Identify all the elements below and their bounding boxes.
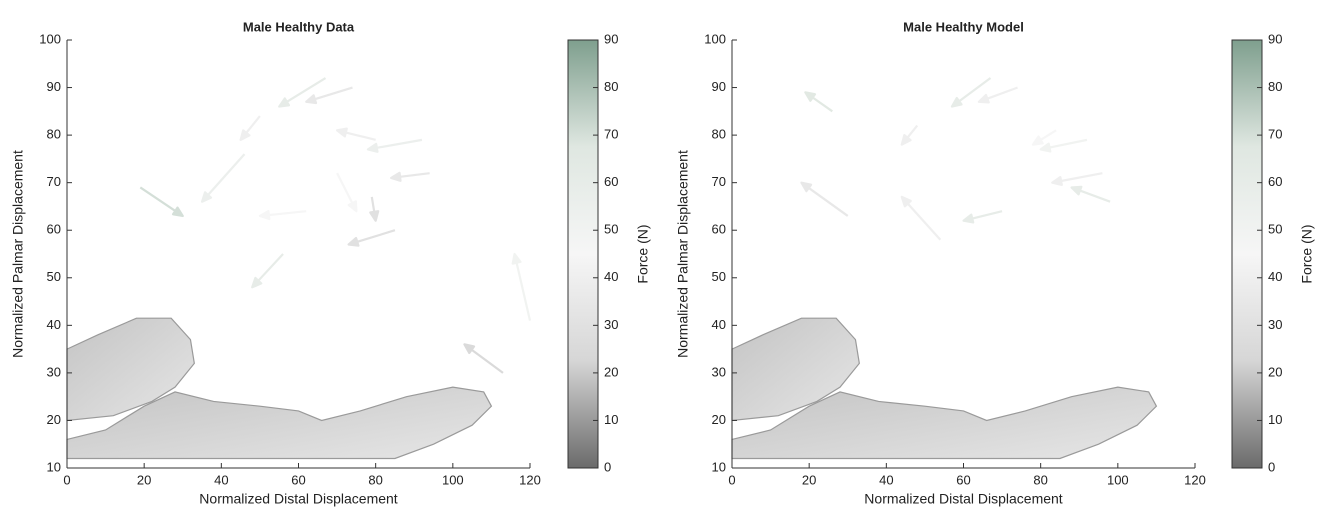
force-arrow	[140, 187, 182, 216]
x-tick-label: 20	[137, 472, 151, 487]
force-arrow	[1052, 173, 1102, 185]
x-tick-label: 60	[956, 472, 970, 487]
y-axis-label: Normalized Palmar Displacement	[10, 150, 26, 358]
force-arrow	[337, 173, 356, 211]
force-arrow	[202, 154, 244, 202]
y-tick-label: 90	[47, 79, 61, 94]
colorbar-tick-label: 80	[604, 79, 618, 94]
y-tick-label: 30	[47, 364, 61, 379]
colorbar-tick-label: 20	[604, 364, 618, 379]
force-arrow	[368, 140, 422, 152]
x-tick-label: 120	[519, 472, 541, 487]
colorbar-tick-label: 10	[604, 412, 618, 427]
force-arrow	[513, 254, 530, 321]
colorbar-tick-label: 40	[604, 269, 618, 284]
y-tick-label: 90	[712, 79, 726, 94]
y-tick-label: 100	[704, 31, 726, 46]
colorbar-tick-label: 70	[604, 127, 618, 142]
colorbar-label: Force (N)	[635, 224, 651, 283]
y-tick-label: 10	[712, 459, 726, 474]
colorbar-tick-label: 50	[604, 222, 618, 237]
x-tick-label: 100	[1107, 472, 1129, 487]
chart-title: Male Healthy Data	[243, 19, 355, 34]
figure: 020406080100120102030405060708090100Male…	[0, 0, 1330, 525]
colorbar-tick-label: 30	[604, 317, 618, 332]
force-arrow	[964, 211, 1003, 222]
y-axis-label: Normalized Palmar Displacement	[675, 150, 691, 358]
y-tick-label: 50	[47, 269, 61, 284]
chart-title: Male Healthy Model	[903, 19, 1024, 34]
force-arrow	[306, 88, 352, 103]
colorbar	[568, 40, 598, 468]
force-arrow	[349, 230, 395, 245]
y-tick-label: 20	[47, 412, 61, 427]
force-arrow	[260, 211, 306, 219]
force-arrow	[902, 197, 941, 240]
y-tick-label: 60	[47, 222, 61, 237]
y-tick-label: 40	[47, 317, 61, 332]
y-tick-label: 60	[712, 222, 726, 237]
x-tick-label: 40	[879, 472, 893, 487]
force-arrow	[805, 92, 832, 111]
x-tick-label: 100	[442, 472, 464, 487]
y-tick-label: 100	[39, 31, 61, 46]
x-tick-label: 40	[214, 472, 228, 487]
y-tick-label: 20	[712, 412, 726, 427]
colorbar-tick-label: 0	[604, 459, 611, 474]
colorbar-tick-label: 10	[1268, 412, 1282, 427]
force-arrow	[1041, 140, 1087, 152]
force-arrow	[979, 88, 1018, 103]
x-tick-label: 0	[63, 472, 70, 487]
y-tick-label: 80	[712, 127, 726, 142]
x-tick-label: 120	[1184, 472, 1206, 487]
force-arrow	[1072, 187, 1111, 202]
y-tick-label: 70	[47, 174, 61, 189]
colorbar-tick-label: 60	[1268, 174, 1282, 189]
force-arrow	[241, 116, 260, 140]
force-arrow	[252, 254, 283, 287]
force-arrow	[370, 197, 378, 221]
y-tick-label: 40	[712, 317, 726, 332]
force-arrow	[1033, 130, 1056, 144]
colorbar-tick-label: 60	[604, 174, 618, 189]
colorbar-label: Force (N)	[1299, 224, 1315, 283]
x-tick-label: 80	[368, 472, 382, 487]
colorbar-tick-label: 40	[1268, 269, 1282, 284]
x-axis-label: Normalized Distal Displacement	[199, 491, 398, 507]
y-tick-label: 80	[47, 127, 61, 142]
force-arrow	[391, 173, 430, 181]
y-tick-label: 10	[47, 459, 61, 474]
x-axis-label: Normalized Distal Displacement	[864, 491, 1063, 507]
force-arrow	[902, 126, 917, 145]
y-tick-label: 70	[712, 174, 726, 189]
colorbar	[1232, 40, 1262, 468]
colorbar-tick-label: 90	[604, 31, 618, 46]
colorbar-tick-label: 80	[1268, 79, 1282, 94]
force-arrow	[801, 183, 847, 216]
colorbar-tick-label: 90	[1268, 31, 1282, 46]
x-tick-label: 20	[802, 472, 816, 487]
force-arrow	[337, 129, 376, 140]
x-tick-label: 60	[291, 472, 305, 487]
colorbar-tick-label: 20	[1268, 364, 1282, 379]
force-arrow	[464, 344, 503, 373]
force-arrow	[279, 78, 325, 107]
colorbar-tick-label: 0	[1268, 459, 1275, 474]
y-tick-label: 30	[712, 364, 726, 379]
colorbar-tick-label: 30	[1268, 317, 1282, 332]
y-tick-label: 50	[712, 269, 726, 284]
x-tick-label: 0	[728, 472, 735, 487]
colorbar-tick-label: 50	[1268, 222, 1282, 237]
x-tick-label: 80	[1033, 472, 1047, 487]
colorbar-tick-label: 70	[1268, 127, 1282, 142]
